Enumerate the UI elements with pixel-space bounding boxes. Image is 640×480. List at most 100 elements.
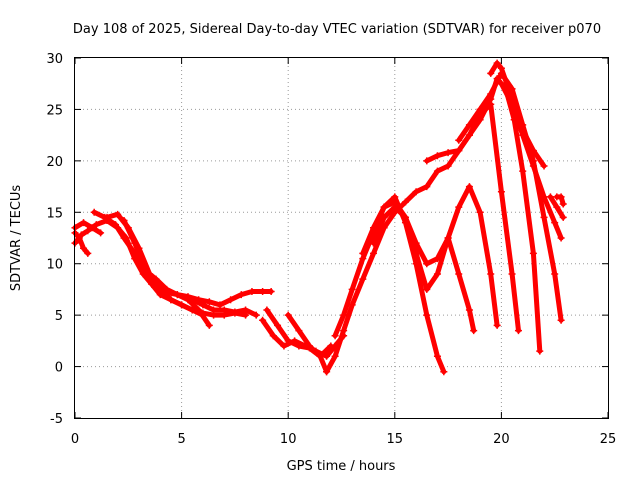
data-point-marker	[540, 213, 548, 221]
data-point-marker	[92, 221, 100, 229]
data-point-marker	[120, 217, 128, 225]
data-point-marker	[242, 306, 250, 314]
data-point-marker	[476, 105, 484, 113]
data-point-marker	[391, 208, 399, 216]
data-point-marker	[112, 221, 120, 229]
data-point-marker	[455, 270, 463, 278]
data-point-marker	[514, 327, 522, 335]
data-point-marker	[340, 327, 348, 335]
data-point-marker	[444, 162, 452, 170]
y-tick-label: 15	[46, 206, 63, 221]
series-arc-3	[71, 219, 105, 237]
data-point-marker	[131, 239, 139, 247]
data-point-marker	[75, 234, 83, 242]
data-point-marker	[331, 352, 339, 360]
data-point-marker	[497, 80, 505, 88]
axis-ticks: 0 5 10 15 20 25 -5 0 5 10 15 20 25 30	[46, 52, 616, 447]
data-point-marker	[259, 287, 267, 295]
series-trace	[72, 230, 91, 256]
data-point-marker	[188, 296, 196, 304]
data-point-marker	[487, 69, 495, 77]
data-point-marker	[178, 301, 186, 309]
data-point-marker	[380, 203, 388, 211]
data-point-marker	[540, 162, 548, 170]
data-point-marker	[401, 213, 409, 221]
data-point-marker	[540, 193, 548, 201]
series-trace	[72, 220, 104, 236]
data-point-marker	[152, 280, 160, 288]
data-point-marker	[248, 287, 256, 295]
data-point-marker	[455, 136, 463, 144]
data-point-marker	[227, 296, 235, 304]
data-point-marker	[331, 332, 339, 340]
data-point-marker	[348, 285, 356, 293]
data-point-marker	[120, 234, 128, 242]
data-point-marker	[487, 90, 495, 98]
data-point-marker	[412, 188, 420, 196]
data-point-marker	[295, 327, 303, 335]
data-point-marker	[551, 270, 559, 278]
data-point-marker	[188, 306, 196, 314]
data-point-marker	[412, 249, 420, 257]
data-point-marker	[184, 293, 192, 301]
data-point-marker	[269, 332, 277, 340]
x-tick-label: 20	[493, 432, 510, 447]
data-point-marker	[80, 219, 88, 227]
data-point-marker	[508, 100, 516, 108]
data-point-marker	[205, 298, 213, 306]
data-point-marker	[259, 316, 267, 324]
series-arc-14	[369, 183, 501, 329]
data-point-marker	[423, 260, 431, 268]
grid-lines	[75, 58, 608, 418]
data-point-marker	[316, 352, 324, 360]
data-point-marker	[252, 311, 260, 319]
data-point-marker	[369, 239, 377, 247]
data-point-marker	[493, 59, 501, 67]
data-point-marker	[433, 352, 441, 360]
data-point-marker	[263, 306, 271, 314]
data-point-marker	[231, 308, 239, 316]
data-point-marker	[557, 316, 565, 324]
data-point-marker	[455, 147, 463, 155]
data-point-marker	[423, 157, 431, 165]
data-point-marker	[173, 291, 181, 299]
series-trace	[554, 194, 566, 207]
y-tick-label: 10	[46, 258, 63, 273]
data-point-marker	[476, 208, 484, 216]
data-point-marker	[323, 352, 331, 360]
data-point-marker	[551, 219, 559, 227]
series-arc-6	[120, 217, 275, 309]
data-point-marker	[167, 296, 175, 304]
data-point-marker	[423, 183, 431, 191]
data-point-marker	[199, 311, 207, 319]
data-point-marker	[557, 234, 565, 242]
series-arc-20	[546, 193, 567, 221]
data-point-marker	[369, 224, 377, 232]
data-point-marker	[440, 368, 448, 376]
data-point-marker	[465, 131, 473, 139]
data-point-marker	[267, 287, 275, 295]
series-arc-10	[284, 311, 335, 360]
data-point-marker	[519, 167, 527, 175]
y-axis-label: SDTVAR / TECUs	[9, 185, 24, 292]
data-point-marker	[444, 149, 452, 157]
data-point-marker	[455, 203, 463, 211]
data-point-marker	[280, 342, 288, 350]
data-point-marker	[114, 210, 122, 218]
data-series-layer	[71, 59, 567, 376]
data-point-marker	[557, 193, 565, 201]
data-point-marker	[487, 270, 495, 278]
data-point-marker	[237, 291, 245, 299]
data-point-marker	[103, 213, 111, 221]
data-point-marker	[559, 200, 567, 208]
data-point-marker	[199, 301, 207, 309]
x-tick-label: 15	[387, 432, 404, 447]
data-point-marker	[493, 321, 501, 329]
data-point-marker	[84, 249, 92, 257]
x-tick-label: 0	[71, 432, 79, 447]
x-tick-label: 5	[177, 432, 185, 447]
data-point-marker	[380, 213, 388, 221]
y-tick-label: 0	[55, 361, 63, 376]
data-point-marker	[359, 275, 367, 283]
